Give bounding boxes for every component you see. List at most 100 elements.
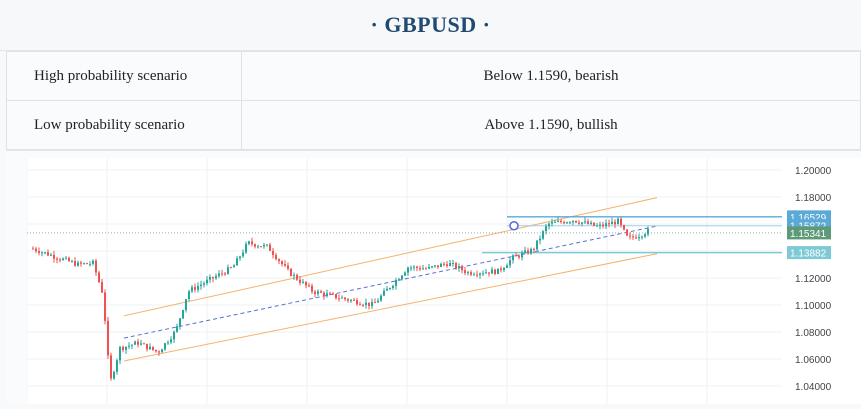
candle-body [452, 262, 454, 264]
candle-body [479, 273, 481, 275]
candle-body [524, 250, 526, 253]
candle-body [212, 276, 214, 279]
candle-body [587, 221, 589, 224]
candle-body [575, 220, 577, 223]
candle-body [557, 220, 559, 222]
candle-body [608, 223, 610, 225]
candle-body [581, 222, 583, 224]
candle-body [125, 346, 127, 350]
channel-lower-line [123, 253, 658, 362]
candle-body [104, 292, 106, 321]
candle-body [440, 263, 442, 268]
candle-body [509, 260, 511, 266]
candle-body [335, 294, 337, 299]
candle-body [62, 258, 64, 261]
candle-body [65, 257, 67, 259]
chart-panel: 1.200001.180001.160001.140001.120001.100… [26, 158, 861, 404]
symbol-title: GBPUSD [384, 12, 477, 37]
price-tag [787, 246, 831, 260]
candle-body [278, 259, 280, 262]
candle-body [38, 251, 40, 254]
candle-body [353, 299, 355, 301]
candle-body [254, 244, 256, 247]
candle-body [470, 272, 472, 275]
candle-body [461, 266, 463, 271]
candle-body [287, 265, 289, 269]
candle-body [644, 234, 646, 237]
candle-body [497, 268, 499, 274]
price-chart[interactable]: 1.200001.180001.160001.140001.120001.100… [26, 158, 861, 404]
y-tick-label: 1.18000 [795, 193, 832, 204]
price-tag-label: 1.15341 [790, 229, 827, 240]
channel-upper-line [123, 197, 658, 317]
candle-body [218, 273, 220, 277]
candle-body [281, 261, 283, 265]
candle-body [323, 292, 325, 296]
candle-body [593, 222, 595, 226]
candle-body [71, 261, 73, 263]
candle-body [206, 279, 208, 284]
candle-body [179, 318, 181, 327]
candle-body [320, 291, 322, 293]
candle-body [476, 274, 478, 276]
candle-body [74, 261, 76, 266]
candle-body [578, 222, 580, 224]
candle-body [560, 220, 562, 223]
candle-body [623, 225, 625, 230]
candle-body [572, 220, 574, 223]
candle-body [548, 223, 550, 227]
candle-body [275, 255, 277, 260]
candle-body [167, 342, 169, 344]
candle-body [107, 320, 109, 356]
candle-body [431, 266, 433, 268]
price-tag-label: 1.13882 [790, 249, 827, 260]
candle-body [647, 228, 649, 235]
y-tick-label: 1.10000 [795, 301, 832, 312]
candle-body [392, 285, 394, 289]
candle-body [347, 299, 349, 301]
candle-body [41, 252, 43, 254]
table-row: Low probability scenario Above 1.1590, b… [6, 100, 861, 150]
candle-body [146, 343, 148, 350]
candle-body [527, 250, 529, 254]
scenario-value: Above 1.1590, bullish [241, 100, 861, 150]
candle-body [443, 263, 445, 265]
candle-body [92, 260, 94, 264]
candle-body [326, 293, 328, 296]
candle-body [176, 326, 178, 332]
candle-body [521, 252, 523, 258]
candle-body [173, 331, 175, 340]
candle-body [188, 291, 190, 300]
candle-body [50, 254, 52, 256]
y-tick-label: 1.08000 [795, 328, 832, 339]
candle-body [290, 268, 292, 276]
candle-body [233, 265, 235, 268]
candle-body [182, 310, 184, 319]
candle-body [80, 262, 82, 264]
title-bar: · GBPUSD · [0, 0, 861, 51]
candle-body [260, 246, 262, 248]
candle-body [599, 224, 601, 226]
candle-body [611, 221, 613, 225]
candle-body [194, 287, 196, 290]
candle-body [236, 258, 238, 266]
candle-body [563, 222, 565, 224]
candle-body [614, 221, 616, 225]
candle-body [422, 268, 424, 270]
candle-body [155, 349, 157, 352]
page-title: · GBPUSD · [365, 12, 497, 38]
candle-body [596, 225, 598, 227]
candle-body [542, 231, 544, 239]
title-dot-left: · [370, 12, 379, 37]
candle-body [626, 229, 628, 236]
candle-body [152, 346, 154, 350]
candle-body [491, 269, 493, 274]
candle-body [374, 302, 376, 304]
candle-body [401, 275, 403, 280]
candle-body [410, 267, 412, 269]
candle-body [536, 240, 538, 250]
candle-body [632, 236, 634, 238]
candle-body [89, 263, 91, 265]
candle-body [368, 302, 370, 306]
candle-body [317, 291, 319, 294]
